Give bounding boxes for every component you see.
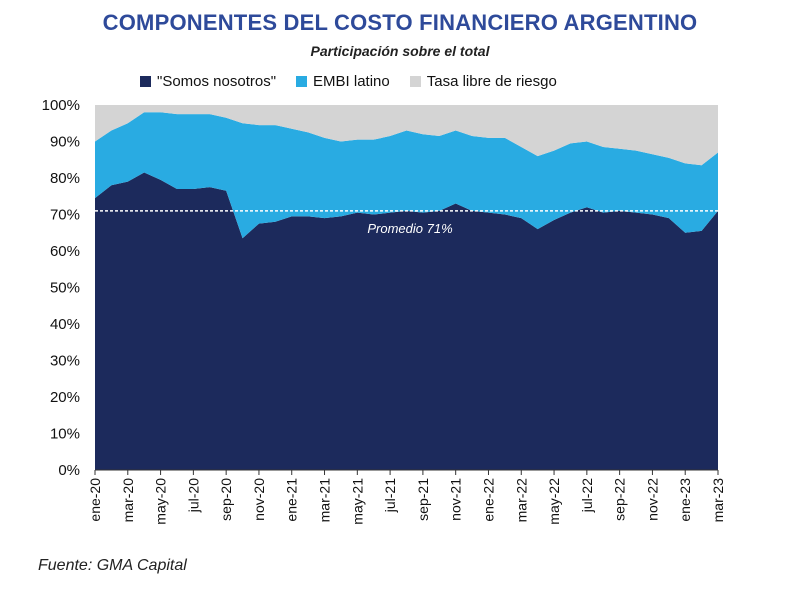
chart-title: COMPONENTES DEL COSTO FINANCIERO ARGENTI… [102, 10, 698, 35]
average-label: Promedio 71% [367, 221, 452, 236]
x-tick-label: nov-21 [448, 478, 464, 521]
x-tick-label: sep-20 [218, 478, 234, 521]
y-tick-label: 80% [50, 170, 80, 187]
chart-subtitle: Participación sobre el total [310, 43, 490, 59]
x-tick-label: jul-22 [579, 478, 595, 513]
x-tick-label: ene-22 [480, 478, 496, 522]
x-tick-label: nov-22 [644, 478, 660, 521]
x-tick-label: may-22 [546, 478, 562, 525]
legend-label-tasa-libre: Tasa libre de riesgo [426, 72, 557, 90]
x-tick-label: mar-22 [513, 478, 529, 523]
x-tick-label: sep-22 [612, 478, 628, 521]
x-tick-label: nov-20 [251, 478, 267, 521]
x-tick-label: ene-21 [284, 478, 300, 522]
y-tick-label: 0% [58, 462, 80, 479]
area-series-0 [95, 172, 718, 470]
legend-label-embi-latino: EMBI latino [313, 72, 390, 90]
y-tick-label: 90% [50, 134, 80, 151]
x-tick-label: may-21 [349, 478, 365, 525]
x-tick-label: may-20 [153, 478, 169, 525]
legend-swatch-tasa-libre [409, 75, 421, 87]
x-tick-label: jul-21 [382, 478, 398, 513]
legend-label-somos-nosotros: "Somos nosotros" [157, 72, 277, 90]
legend-swatch-embi-latino [296, 75, 308, 87]
y-tick-label: 20% [50, 389, 80, 406]
legend-swatch-somos-nosotros [140, 75, 151, 87]
x-tick-label: sep-21 [415, 478, 431, 521]
area-series-2 [95, 105, 718, 166]
y-tick-label: 50% [50, 280, 80, 297]
area-series-group [95, 105, 718, 470]
legend: "Somos nosotros" EMBI latino Tasa libre … [140, 71, 577, 91]
y-tick-label: 30% [50, 353, 80, 370]
x-axis: ene-20 mar-20 may-20 jul-20 sep-20 nov-20 ene-… [87, 469, 726, 525]
x-tick-label: mar-20 [120, 478, 136, 523]
y-tick-label: 10% [50, 426, 80, 443]
x-tick-label: ene-23 [677, 478, 693, 522]
y-tick-label: 40% [50, 316, 80, 333]
average-reference-group: Promedio 71% [95, 210, 718, 236]
x-tick-label: ene-20 [87, 478, 103, 522]
y-tick-label: 70% [50, 207, 80, 224]
y-axis: 0% 10% 20% 30% 40% 50% 60% 70% 80% 90% 100% [42, 97, 80, 479]
source-note: Fuente: GMA Capital [38, 557, 187, 574]
area-series-1 [95, 112, 718, 239]
legend-item-embi-latino: EMBI latino [296, 73, 390, 90]
x-tick-label: jul-20 [185, 478, 201, 513]
x-tick-label: mar-21 [317, 478, 333, 523]
y-tick-label: 100% [42, 97, 80, 114]
legend-item-tasa-libre: Tasa libre de riesgo [409, 72, 557, 90]
y-tick-label: 60% [50, 243, 80, 260]
x-tick-label: mar-23 [710, 478, 726, 523]
legend-item-somos-nosotros: "Somos nosotros" [140, 73, 276, 90]
